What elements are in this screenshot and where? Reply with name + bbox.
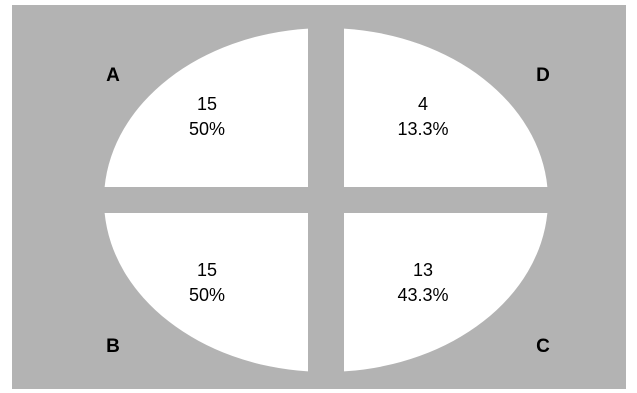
sector-b — [104, 213, 308, 372]
count-label-b: 15 — [197, 260, 217, 280]
percent-label-b: 50% — [189, 285, 225, 305]
sector-c — [344, 213, 548, 372]
count-label-c: 13 — [413, 260, 433, 280]
percent-label-c: 43.3% — [397, 285, 448, 305]
chart-background — [12, 5, 626, 389]
quadrant-label-c: C — [536, 336, 550, 357]
percent-label-d: 13.3% — [397, 119, 448, 139]
count-label-d: 4 — [418, 94, 428, 114]
percent-label-a: 50% — [189, 119, 225, 139]
quadrant-label-d: D — [536, 65, 550, 86]
quadrant-label-b: B — [106, 336, 120, 357]
sector-d — [344, 28, 548, 187]
sector-a — [104, 28, 308, 187]
count-label-a: 15 — [197, 94, 217, 114]
quadrant-label-a: A — [106, 65, 120, 86]
